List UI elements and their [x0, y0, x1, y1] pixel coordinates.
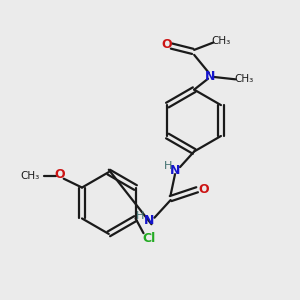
Text: H: H [136, 211, 145, 221]
Text: O: O [54, 168, 64, 182]
Text: Cl: Cl [143, 232, 156, 245]
Text: CH₃: CH₃ [235, 74, 254, 84]
Text: N: N [170, 164, 180, 176]
Text: CH₃: CH₃ [20, 171, 40, 182]
Text: N: N [144, 214, 154, 226]
Text: N: N [205, 70, 215, 83]
Text: CH₃: CH₃ [211, 36, 230, 46]
Text: H: H [164, 161, 172, 171]
Text: O: O [198, 183, 209, 196]
Text: O: O [161, 38, 172, 51]
